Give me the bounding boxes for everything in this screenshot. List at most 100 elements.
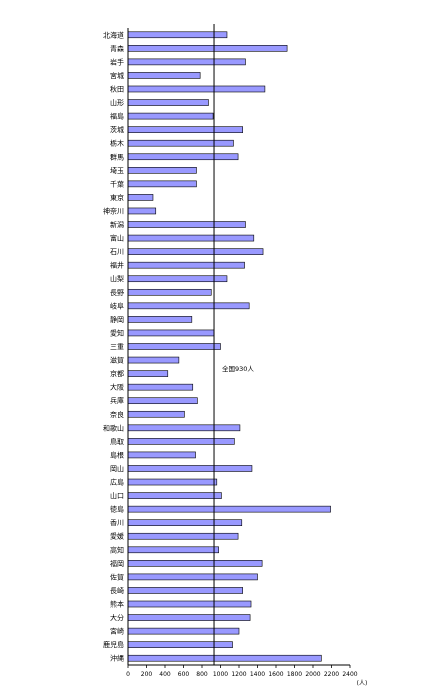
bar xyxy=(127,72,201,79)
bar xyxy=(127,627,240,635)
category-label: 京都 xyxy=(110,369,124,378)
category-label: 長野 xyxy=(110,289,124,297)
bar xyxy=(127,424,241,432)
bar xyxy=(127,356,180,364)
category-label: 千葉 xyxy=(110,179,124,188)
category-label: 愛知 xyxy=(110,328,124,337)
bar xyxy=(127,641,233,648)
bar xyxy=(127,248,264,255)
category-label: 徳島 xyxy=(110,505,124,514)
bar xyxy=(127,410,185,418)
bar xyxy=(127,383,194,391)
bar xyxy=(127,180,197,188)
category-label: 山梨 xyxy=(110,274,124,283)
category-label: 青森 xyxy=(110,44,124,53)
bar xyxy=(127,546,219,554)
category-label: 神奈川 xyxy=(103,206,124,215)
bar xyxy=(127,505,331,513)
bar xyxy=(127,465,253,472)
category-label: 島根 xyxy=(110,450,124,459)
category-label: 鳥取 xyxy=(110,437,124,446)
category-label: 福島 xyxy=(110,112,124,121)
category-label: 兵庫 xyxy=(110,396,124,405)
x-tick-label: 1600 xyxy=(268,671,283,678)
category-label: 新潟 xyxy=(110,220,124,229)
x-tick-label: 0 xyxy=(126,671,130,678)
category-label: 福井 xyxy=(110,261,124,270)
x-tick-label: 1400 xyxy=(250,671,265,678)
bar xyxy=(127,112,214,120)
category-label: 熊本 xyxy=(110,600,124,609)
bar xyxy=(127,234,255,242)
category-label: 沖縄 xyxy=(110,654,124,663)
bar xyxy=(127,316,193,323)
category-label: 栃木 xyxy=(110,139,124,148)
x-tick-label: 600 xyxy=(178,671,190,678)
category-label: 大分 xyxy=(110,613,124,622)
category-label: 山口 xyxy=(110,491,124,500)
x-axis-unit: (人) xyxy=(357,680,368,687)
x-tick-label: 200 xyxy=(141,671,153,678)
category-label: 佐賀 xyxy=(110,572,124,581)
x-tick-label: 2200 xyxy=(324,671,339,678)
category-label: 愛媛 xyxy=(110,532,124,541)
bar xyxy=(127,302,250,310)
bar xyxy=(127,587,243,594)
bar xyxy=(127,560,263,567)
bar xyxy=(127,397,198,405)
x-ticks: 0 200 400 600 800 1000 1200 1400 1600 1800 2000 220… xyxy=(126,665,358,678)
bar xyxy=(127,85,266,93)
x-tick-label: 2400 xyxy=(342,671,357,678)
category-label: 石川 xyxy=(110,248,124,256)
bar xyxy=(127,153,239,161)
x-tick-label: 1000 xyxy=(213,671,228,678)
bar xyxy=(127,45,288,52)
bar xyxy=(127,451,196,459)
category-label: 長崎 xyxy=(110,586,124,595)
x-tick-label: 2000 xyxy=(305,671,320,678)
bar xyxy=(127,288,212,296)
category-label: 富山 xyxy=(110,234,124,243)
bar xyxy=(127,329,215,337)
bar xyxy=(127,126,243,133)
category-label: 山形 xyxy=(110,98,124,107)
x-tick-label: 1800 xyxy=(287,671,302,678)
category-label: 東京 xyxy=(110,193,124,202)
bars-group xyxy=(127,31,331,662)
bar xyxy=(127,207,157,215)
bar xyxy=(127,519,243,526)
category-label: 群馬 xyxy=(110,152,124,161)
bar xyxy=(127,532,239,540)
bar xyxy=(127,614,251,621)
bar xyxy=(127,194,154,201)
bar xyxy=(127,261,245,269)
national-average-annotation: 全国930人 xyxy=(222,364,254,373)
bar xyxy=(127,573,258,581)
bar xyxy=(127,343,221,350)
category-label: 奈良 xyxy=(110,410,124,419)
category-label: 三重 xyxy=(110,343,124,351)
category-label: 宮城 xyxy=(110,71,124,80)
bar xyxy=(127,99,209,106)
category-label: 香川 xyxy=(110,518,124,527)
category-label: 茨城 xyxy=(110,125,124,134)
category-label: 鹿児島 xyxy=(103,640,124,649)
category-label: 埼玉 xyxy=(110,166,124,175)
x-tick-label: 800 xyxy=(196,671,208,678)
category-label: 大阪 xyxy=(110,383,124,392)
bar xyxy=(127,600,252,608)
category-label: 滋賀 xyxy=(110,356,124,365)
category-label: 宮崎 xyxy=(110,627,124,636)
category-label: 福岡 xyxy=(110,559,124,568)
bar xyxy=(127,58,246,66)
category-label: 岡山 xyxy=(110,464,124,473)
category-label: 和歌山 xyxy=(103,423,124,432)
category-label: 北海道 xyxy=(103,30,124,39)
bar xyxy=(127,654,322,662)
bar xyxy=(127,167,197,174)
bar xyxy=(127,370,169,377)
category-label: 静岡 xyxy=(110,315,124,324)
category-label: 岩手 xyxy=(110,57,124,66)
bar xyxy=(127,139,234,147)
category-label: 高知 xyxy=(110,545,124,554)
